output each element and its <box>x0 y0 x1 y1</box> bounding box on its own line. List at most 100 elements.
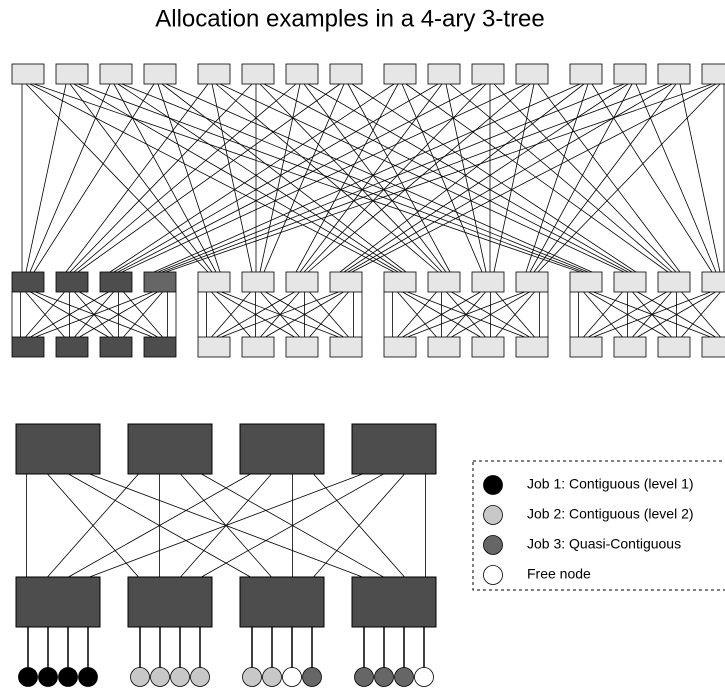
link <box>33 83 581 273</box>
switch <box>241 336 275 358</box>
link <box>89 473 363 578</box>
legend-marker <box>483 505 503 525</box>
switch <box>383 336 417 358</box>
switch <box>657 336 691 358</box>
link <box>537 83 681 273</box>
switch <box>285 336 319 358</box>
link <box>69 83 213 273</box>
switch <box>55 63 89 85</box>
link <box>263 83 345 273</box>
node <box>130 667 150 687</box>
link <box>401 83 483 273</box>
legend-marker <box>483 565 503 585</box>
link <box>113 83 439 273</box>
link <box>637 291 716 338</box>
link <box>79 291 158 338</box>
switch <box>239 576 325 628</box>
node <box>302 667 322 687</box>
node <box>354 667 374 687</box>
switch <box>383 271 417 293</box>
link <box>445 83 487 273</box>
link <box>219 83 625 273</box>
link <box>77 83 585 273</box>
legend-label: Job 3: Quasi-Contiguous <box>527 536 681 552</box>
link <box>221 291 339 338</box>
link <box>351 83 637 273</box>
switch <box>241 271 275 293</box>
link <box>347 83 673 273</box>
switch <box>427 336 461 358</box>
link <box>537 83 721 273</box>
link <box>347 83 451 273</box>
link <box>157 83 625 273</box>
node <box>282 667 302 687</box>
link <box>397 291 437 338</box>
node <box>262 667 282 687</box>
switch <box>15 423 101 475</box>
node <box>242 667 262 687</box>
switch <box>471 271 505 293</box>
link <box>295 83 399 273</box>
switch <box>515 63 549 85</box>
link <box>65 83 209 273</box>
link <box>493 83 535 273</box>
title: Allocation examples in a 4-ary 3-tree <box>155 5 545 32</box>
switch <box>197 271 231 293</box>
switch <box>351 576 437 628</box>
switch <box>471 63 505 85</box>
link <box>25 83 209 273</box>
link <box>77 83 341 273</box>
switch <box>515 271 549 293</box>
switch <box>515 336 549 358</box>
link <box>121 83 527 273</box>
link <box>109 83 395 273</box>
legend-label: Job 1: Contiguous (level 1) <box>527 476 694 492</box>
switch <box>427 63 461 85</box>
switch <box>613 63 647 85</box>
switch <box>427 271 461 293</box>
link <box>313 473 405 578</box>
legend: Job 1: Contiguous (level 1) Job 2: Contig… <box>483 475 694 585</box>
node <box>394 667 414 687</box>
link <box>161 83 669 273</box>
link <box>591 83 713 273</box>
link <box>681 291 721 338</box>
switch <box>613 336 647 358</box>
switch <box>569 63 603 85</box>
legend-marker <box>483 535 503 555</box>
legend-label: Free node <box>527 566 591 582</box>
link <box>451 291 530 338</box>
node <box>78 667 98 687</box>
link <box>69 83 253 273</box>
link <box>29 83 395 273</box>
switch <box>329 271 363 293</box>
legend-marker <box>483 475 503 495</box>
switch <box>143 271 177 293</box>
switch <box>285 271 319 293</box>
link <box>113 83 217 273</box>
link <box>25 83 67 273</box>
switch <box>99 271 133 293</box>
switch <box>239 423 325 475</box>
link <box>679 83 721 273</box>
link <box>303 83 447 273</box>
link <box>525 83 589 273</box>
node <box>170 667 190 687</box>
link <box>157 83 221 273</box>
switch <box>701 271 725 293</box>
link <box>73 83 399 273</box>
switch <box>241 63 275 85</box>
link <box>68 473 251 578</box>
link <box>211 291 251 338</box>
switch <box>569 336 603 358</box>
link <box>216 291 295 338</box>
switch <box>329 63 363 85</box>
link <box>405 83 669 273</box>
switch <box>15 576 101 628</box>
link <box>161 83 407 273</box>
link <box>299 83 443 273</box>
link <box>533 83 677 273</box>
switch <box>569 271 603 293</box>
switch <box>285 63 319 85</box>
